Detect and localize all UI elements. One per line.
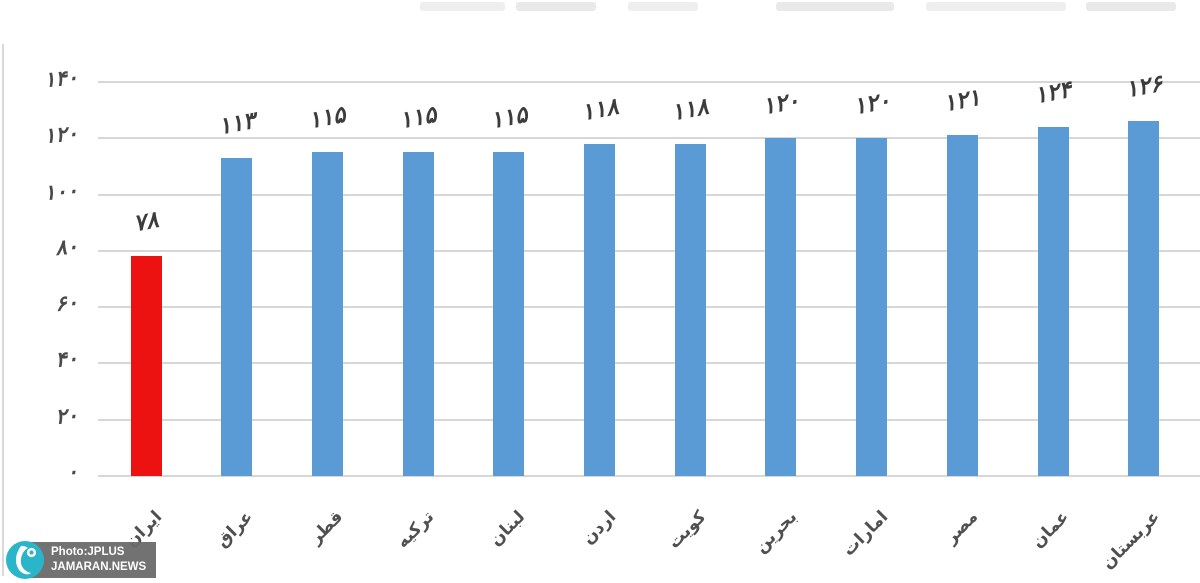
gridline — [98, 475, 1200, 477]
x-category-label: لبنان — [485, 507, 529, 551]
y-axis-line — [2, 44, 4, 576]
bar-value-label: ۱۱۵ — [397, 102, 439, 135]
gridline — [98, 362, 1200, 365]
x-category-label: عربستان — [1097, 507, 1164, 574]
bar-value-label: ۱۲۰ — [850, 87, 893, 121]
y-tick-label: ۲۰ — [54, 402, 79, 429]
bar-value-label: ۱۱۸ — [578, 93, 621, 127]
x-category-label: قطر — [306, 507, 348, 549]
y-tick-label: ۶۰ — [54, 290, 79, 317]
y-tick-label: ۰ — [65, 459, 79, 484]
watermark-photo-credit: Photo:JPLUS — [51, 545, 125, 558]
gridline — [98, 193, 1200, 196]
cropped-title-remnant — [776, 2, 894, 11]
gridline — [98, 418, 1200, 421]
gridline — [98, 306, 1200, 309]
y-tick-label: ۸۰ — [54, 233, 79, 260]
bar-value-label: ۷۸ — [131, 207, 161, 238]
jamaran-logo-icon — [6, 541, 44, 579]
bar — [493, 152, 525, 476]
x-category-label: اردن — [578, 507, 620, 549]
x-category-label: عمان — [1027, 507, 1074, 553]
bar-value-label: ۱۲۶ — [1123, 71, 1165, 104]
gridline — [98, 137, 1200, 140]
bar — [311, 152, 343, 476]
bar-value-label: ۱۲۴ — [1032, 76, 1074, 110]
x-category-label: ترکیه — [392, 507, 439, 553]
cropped-title-remnant — [1086, 2, 1176, 11]
y-tick-label: ۱۴۰ — [43, 65, 79, 92]
bar — [221, 157, 253, 476]
bar — [402, 152, 434, 476]
watermark-site-name: JAMARAN.NEWS — [51, 560, 147, 573]
cropped-title-remnant — [628, 2, 698, 11]
bar-value-label: ۱۱۵ — [488, 102, 530, 135]
x-category-label: کویت — [664, 507, 711, 553]
bar-value-label: ۱۱۸ — [669, 93, 711, 127]
x-category-label: مصر — [941, 507, 983, 548]
bar — [1128, 121, 1160, 476]
cropped-title-remnant — [926, 2, 1066, 11]
bar — [946, 135, 978, 476]
gridline — [98, 249, 1200, 252]
y-tick-label: ۱۲۰ — [43, 121, 79, 149]
bar — [584, 143, 615, 476]
cropped-title-remnant — [516, 2, 596, 11]
x-category-label: امارات — [838, 507, 892, 561]
bar — [674, 143, 706, 476]
cropped-title-remnant — [420, 2, 505, 11]
y-tick-label: ۱۰۰ — [43, 177, 79, 205]
gridline — [98, 80, 1200, 83]
y-tick-label: ۴۰ — [54, 346, 79, 373]
x-category-label: بحرین — [750, 507, 802, 558]
x-category-label: عراق — [212, 507, 257, 552]
watermark-credit: Photo:JPLUS JAMARAN.NEWS — [31, 541, 157, 579]
bar-highlighted — [130, 256, 162, 476]
bar — [765, 138, 797, 476]
bar — [856, 138, 888, 476]
bar-value-label: ۱۱۵ — [306, 102, 349, 135]
bar — [1037, 127, 1069, 476]
watermark: Photo:JPLUS JAMARAN.NEWS — [5, 540, 157, 580]
bar-value-label: ۱۲۱ — [941, 85, 983, 118]
bar-value-label: ۱۲۰ — [760, 87, 802, 121]
